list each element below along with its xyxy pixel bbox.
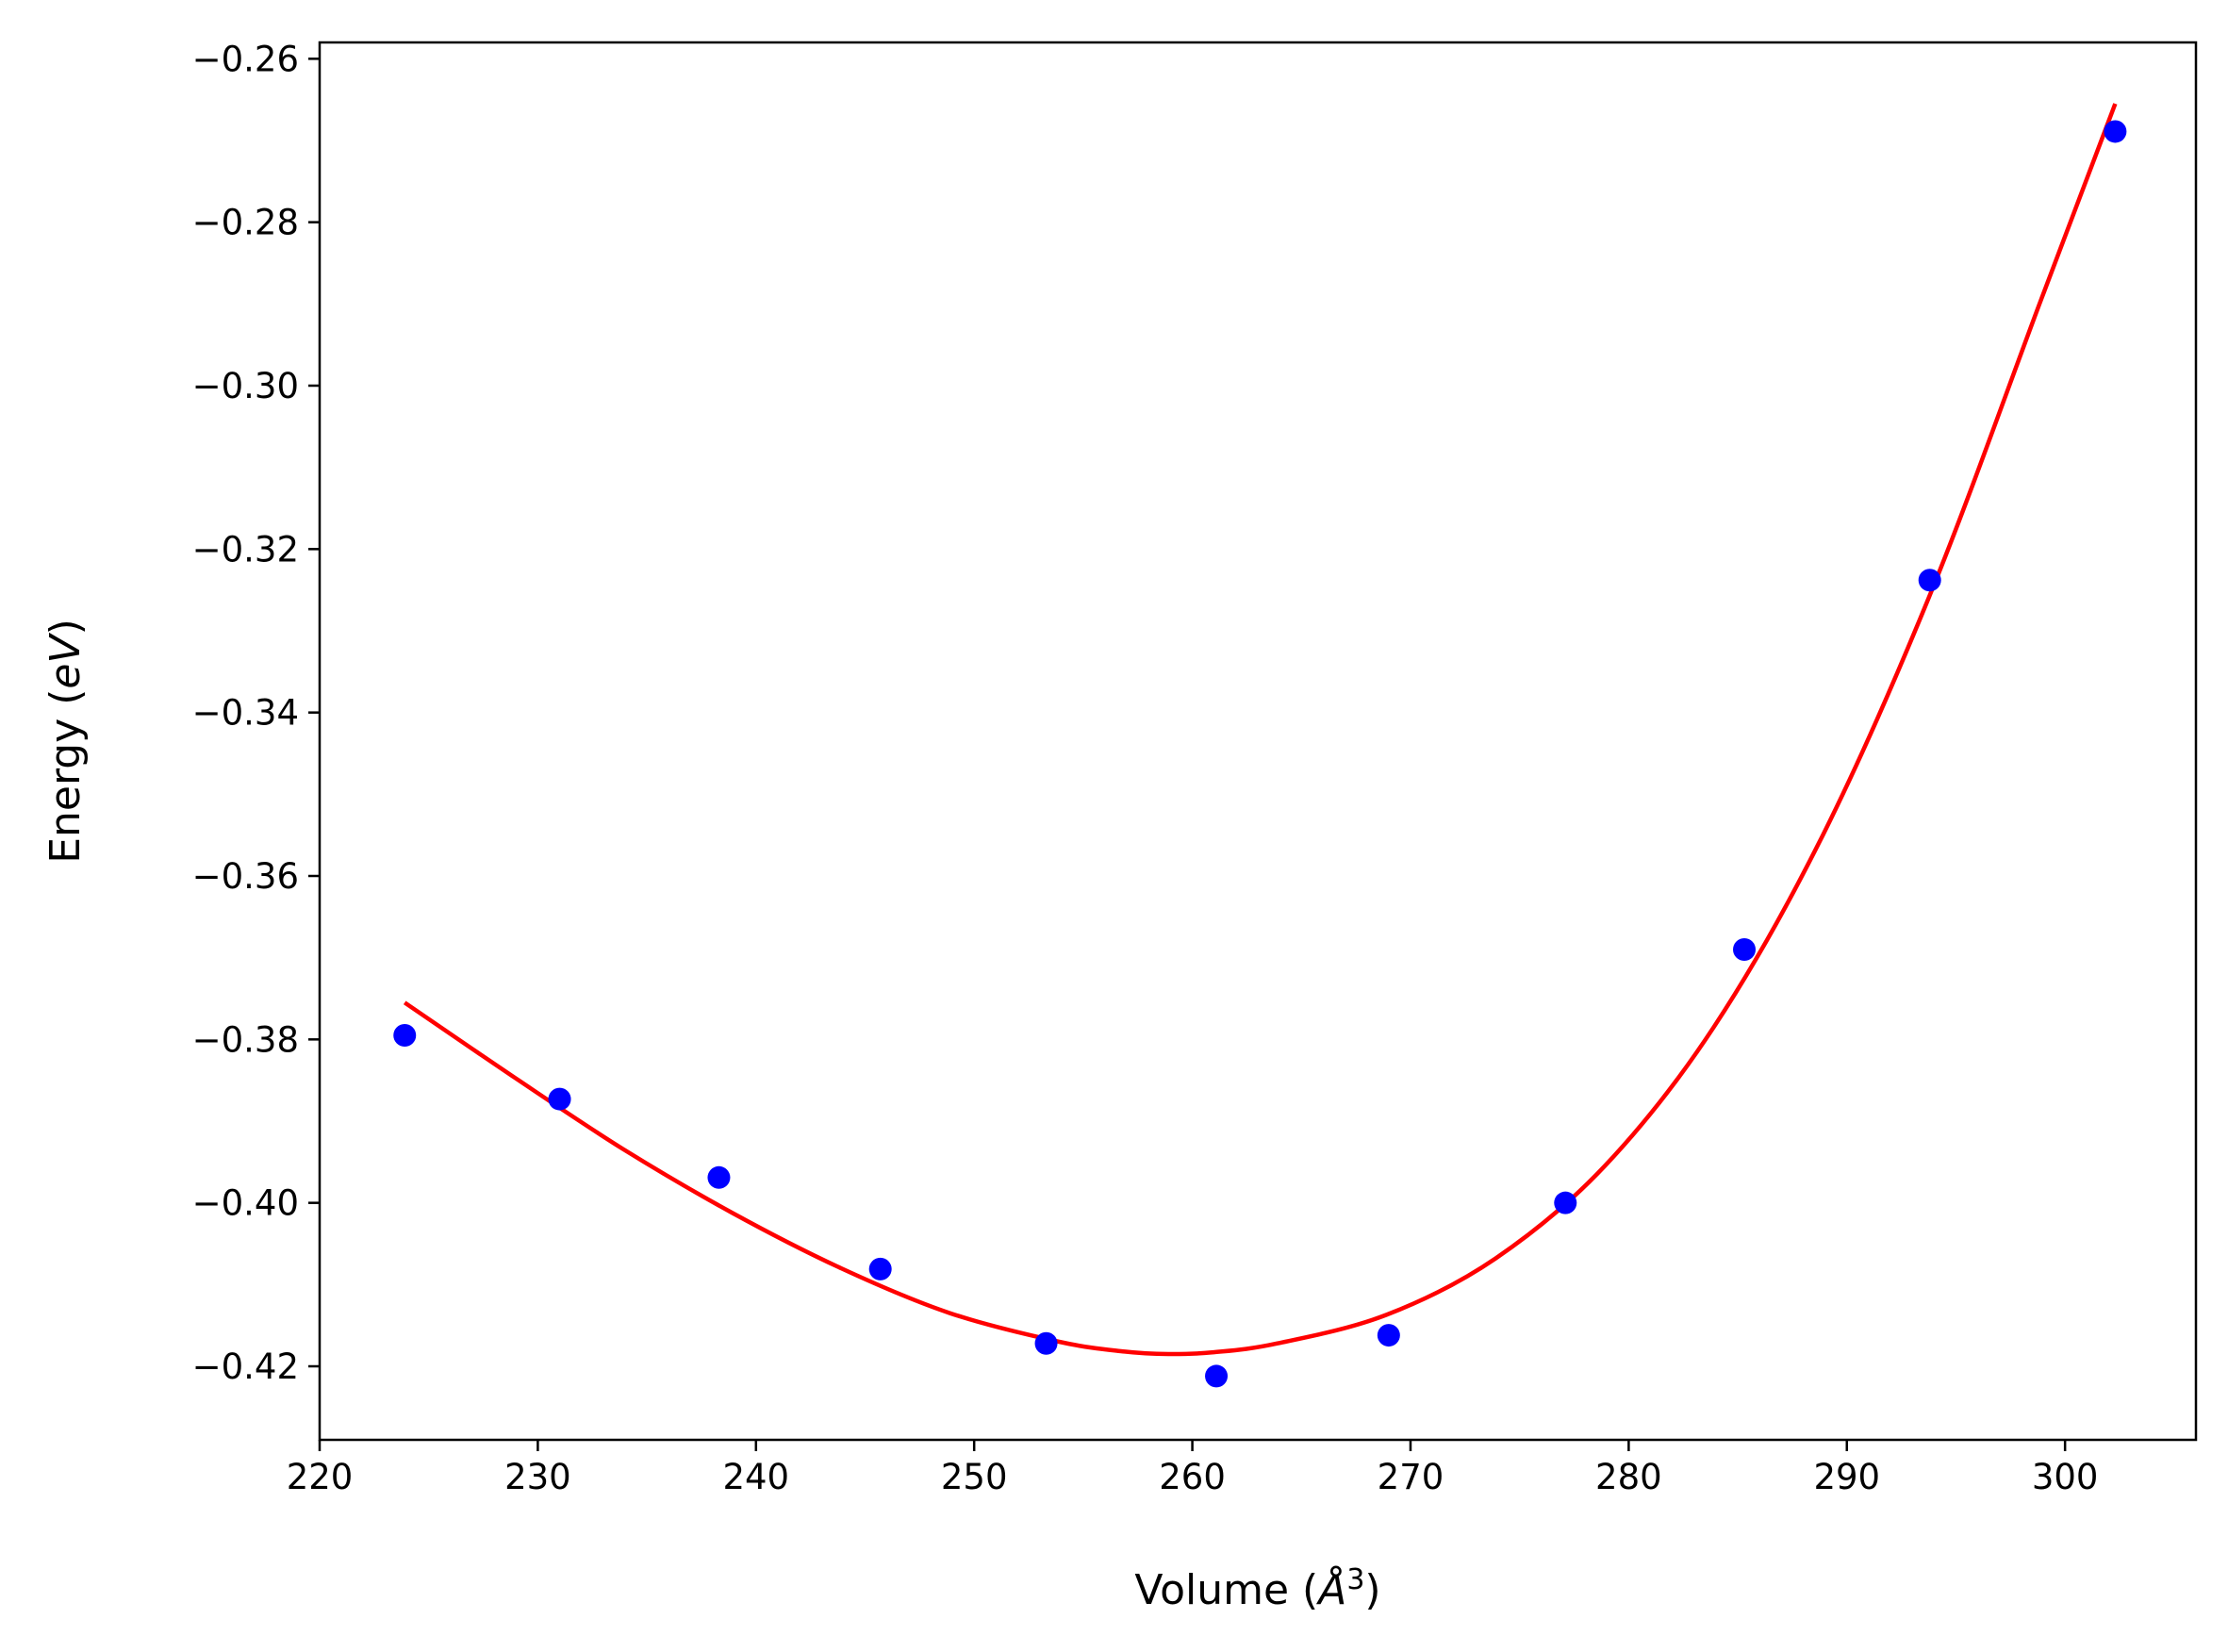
y-tick-label: −0.30	[192, 366, 299, 406]
data-point	[1733, 938, 1757, 961]
x-axis-label: Volume (Å3)	[1134, 1563, 1380, 1614]
data-point	[1034, 1331, 1058, 1355]
y-tick-label: −0.40	[192, 1183, 299, 1224]
data-point	[868, 1257, 892, 1280]
y-tick-label: −0.38	[192, 1019, 299, 1060]
fit-curve	[403, 103, 2118, 1357]
data-point	[1554, 1191, 1577, 1214]
x-tick-label: 250	[941, 1457, 1008, 1497]
x-tick-label: 300	[2032, 1457, 2099, 1497]
data-point	[2104, 120, 2127, 143]
x-tick-label: 230	[504, 1457, 571, 1497]
x-tick-label: 290	[1813, 1457, 1880, 1497]
x-axis-ticks: 220 230 240 250 260 270 280 290 300	[287, 1440, 2099, 1497]
y-tick-label: −0.32	[192, 529, 299, 570]
data-point	[707, 1165, 731, 1189]
x-tick-label: 240	[722, 1457, 789, 1497]
y-tick-label: −0.28	[192, 203, 299, 243]
x-tick-label: 280	[1595, 1457, 1662, 1497]
y-tick-label: −0.34	[192, 693, 299, 734]
data-point	[1205, 1364, 1229, 1388]
y-axis-ticks: −0.26 −0.28 −0.30 −0.32 −0.34 −0.36 −0.38 −0.40…	[192, 39, 320, 1387]
plot-area	[393, 103, 2127, 1388]
data-point	[1377, 1324, 1400, 1347]
y-tick-label: −0.26	[192, 39, 299, 79]
y-tick-label: −0.36	[192, 856, 299, 897]
x-tick-label: 260	[1159, 1457, 1226, 1497]
x-tick-label: 220	[287, 1457, 354, 1497]
y-tick-label: −0.42	[192, 1346, 299, 1387]
data-point	[548, 1087, 571, 1111]
data-point	[1918, 569, 1941, 592]
y-axis-label: Energy (eV)	[41, 619, 90, 864]
data-point	[393, 1024, 417, 1047]
x-tick-label: 270	[1378, 1457, 1444, 1497]
plot-frame	[318, 41, 2198, 1442]
